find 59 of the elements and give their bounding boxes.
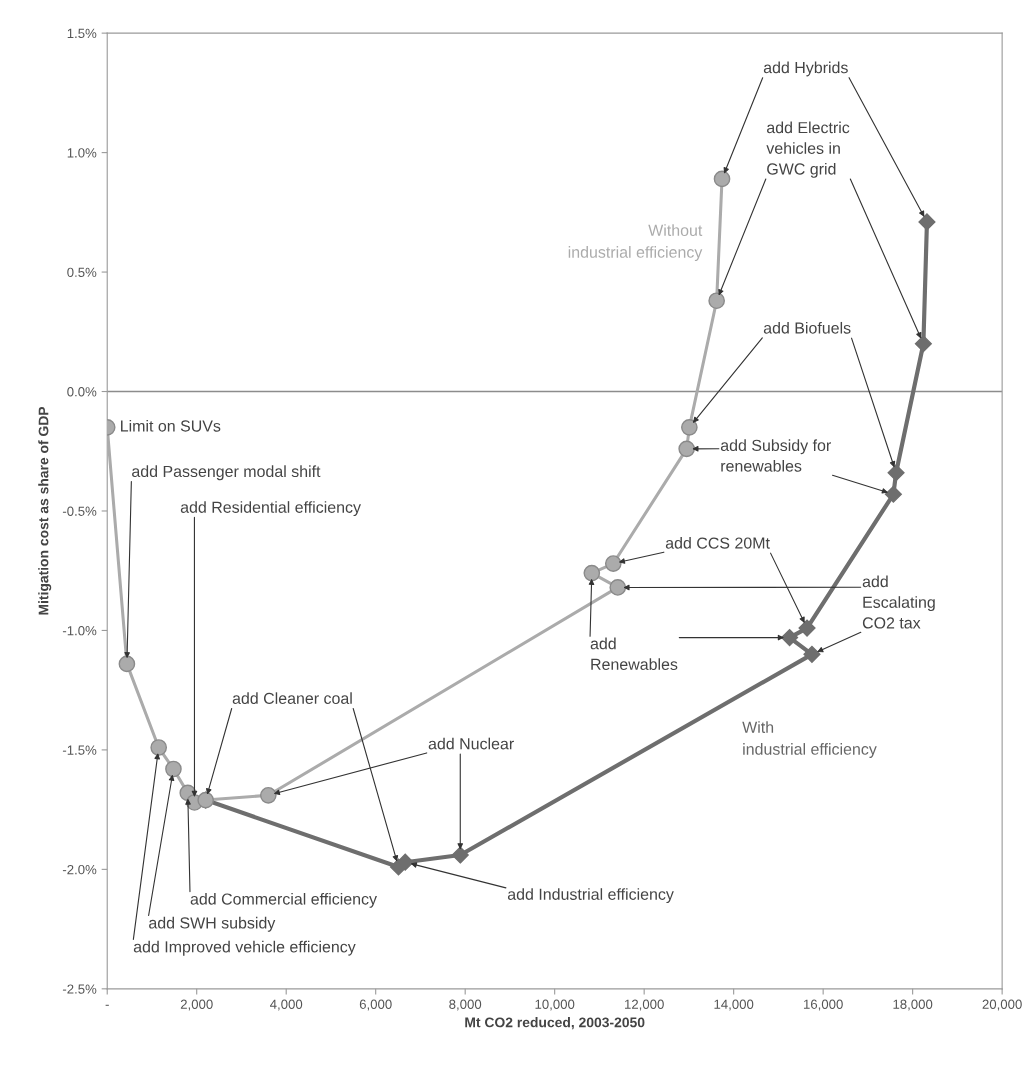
y-tick-label: -1.5% [62,745,97,755]
x-tick-label: 2,000 [180,999,213,1011]
point [451,846,469,864]
point [914,335,932,353]
x-tick-label: 8,000 [449,999,482,1011]
point [609,579,627,596]
x-tick-label: 16,000 [803,999,843,1011]
point [918,213,936,231]
annotation: add SWH subsidy [149,916,276,932]
y-tick-label: -2.0% [62,864,97,875]
point [150,739,168,756]
point [887,464,905,482]
point [165,760,182,778]
annotation: add Cleaner coal [232,692,352,705]
y-tick-label: -0.5% [62,506,97,516]
x-tick-label: 14,000 [714,999,754,1011]
annotation: add CCS 20Mt [665,536,770,549]
series-label: Without industrial efficiency [568,224,703,261]
point [713,170,731,188]
point [884,485,902,503]
x-axis-title: Mt CO2 reduced, 2003-2050 [465,1017,645,1030]
annotation: add Passenger modal shift [132,465,321,481]
annotation: add Biofuels [763,321,851,334]
point [681,419,698,436]
y-axis-title: Mitigation cost as share of GDP [38,406,52,615]
annotation: add Subsidy for renewables [720,439,831,472]
annotation: add Electric vehicles in GWC grid [766,121,850,178]
annotation: add Renewables [590,637,678,671]
x-tick-label: 10,000 [535,999,575,1011]
x-tick-label: 6,000 [359,999,392,1011]
point [583,564,601,582]
annotation: add Industrial efficiency [507,888,674,904]
annotation: add Improved vehicle efficiency [133,940,356,956]
point [118,655,136,673]
annotation: Limit on SUVs [121,419,221,432]
point [781,629,799,647]
y-tick-label: -2.5% [62,984,97,994]
point [604,555,622,572]
y-tick-label: 0.0% [67,387,97,397]
x-tick-label: 12,000 [625,999,664,1011]
annotation: add Residential efficiency [180,501,361,517]
y-tick-label: -1.0% [62,626,97,636]
y-tick-label: 0.5% [67,267,97,277]
point [708,292,725,310]
point [259,786,277,804]
point [678,440,696,458]
annotation: add Commercial efficiency [190,892,377,908]
annotation: add Hybrids [763,61,848,77]
y-tick-label: 1.5% [67,28,97,39]
point [803,645,821,663]
x-tick-label: 20,000 [982,999,1022,1011]
series-label: With industrial efficiency [742,721,877,758]
x-tick-label: 18,000 [893,999,933,1011]
y-tick-label: 1.0% [67,148,97,158]
annotation: add Escalating CO2 tax [862,575,935,629]
annotation: add Nuclear [428,737,514,750]
point [798,619,816,637]
x-tick-label: 4,000 [270,999,303,1011]
x-tick-label: - [105,1004,109,1006]
